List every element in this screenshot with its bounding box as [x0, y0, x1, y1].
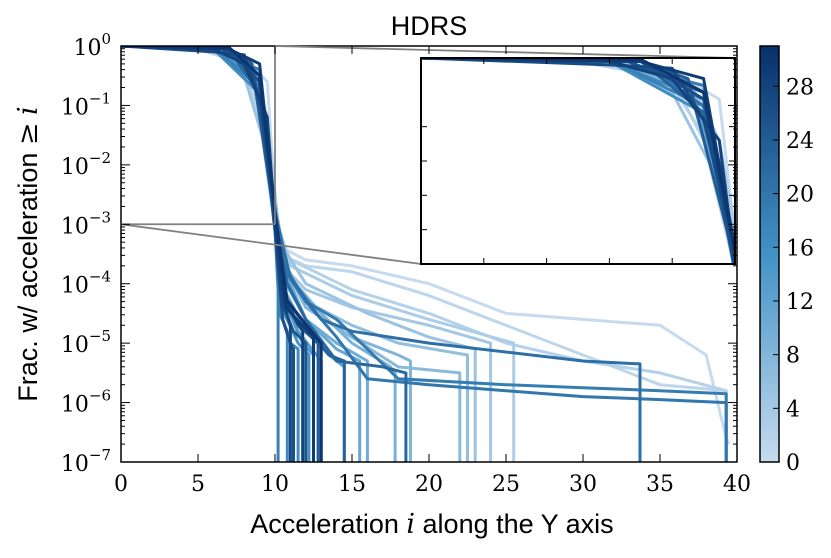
inset-ticks: [421, 58, 735, 264]
x-tick-label: 40: [723, 472, 751, 497]
x-tick-label: 15: [338, 472, 366, 497]
colorbar-tick-label: 24: [786, 129, 814, 154]
y-axis-ticks: 100 10−1 10−2 10−3 10−4 10−5 10−6 10−7: [61, 30, 737, 477]
colorbar-tick-label: 8: [786, 344, 800, 369]
y-tick-label: 10−3: [61, 208, 111, 239]
series-line-23: [121, 46, 346, 462]
x-axis-label: Acceleration i along the Y axis: [250, 509, 613, 540]
y-tick-label: 10−5: [61, 327, 111, 358]
y-axis-label-variable: i: [13, 106, 44, 115]
series-line-16: [121, 46, 300, 462]
x-axis-label-variable: i: [406, 509, 415, 540]
series-line-12: [121, 46, 346, 462]
y-axis-label-prefix: Frac. w/ acceleration: [13, 145, 43, 402]
x-tick-label: 35: [646, 472, 674, 497]
chart-title: HDRS: [391, 11, 468, 41]
x-axis-label-prefix: Acceleration: [250, 509, 406, 539]
colorbar-tick-label: 16: [786, 236, 814, 261]
y-tick-label: 10−4: [61, 268, 111, 299]
x-axis-label-suffix: along the Y axis: [415, 509, 614, 539]
inset-series-line-29: [421, 58, 735, 258]
inset-series-line-8: [421, 58, 735, 255]
colorbar: [759, 45, 780, 463]
y-axis-label: Frac. w/ acceleration ≥ i: [13, 106, 44, 401]
x-tick-label: 25: [492, 472, 520, 497]
colorbar-tick-label: 0: [786, 451, 800, 476]
y-tick-label: 10−6: [61, 387, 111, 418]
x-tick-label: 10: [261, 472, 289, 497]
inset-series-line-16: [421, 58, 735, 264]
y-tick-label: 10−7: [61, 446, 111, 477]
colorbar-tick-label: 28: [786, 75, 814, 100]
y-axis-label-relation: ≥: [13, 122, 44, 145]
zoom-connector-top: [274, 45, 736, 59]
x-tick-label: 30: [569, 472, 597, 497]
x-axis-ticks: 0 5 10 15 20 25 30 35 40: [114, 46, 751, 497]
colorbar-tick-label: 12: [786, 290, 814, 315]
series-line-10: [121, 46, 369, 462]
inset-series-line-30: [421, 58, 735, 257]
colorbar-ticks: 0 4 8 12 16 20 24 28: [773, 75, 814, 476]
zoom-connector-bottom: [120, 223, 422, 265]
y-tick-label: 100: [73, 30, 111, 61]
colorbar-tick-label: 4: [786, 397, 800, 422]
x-tick-label: 5: [191, 472, 205, 497]
y-tick-label: 10−1: [61, 89, 111, 120]
x-tick-label: 20: [415, 472, 443, 497]
series-line-11: [121, 46, 362, 462]
colorbar-tick-label: 20: [786, 183, 814, 208]
inset-series-line-23: [421, 58, 735, 264]
y-tick-label: 10−2: [61, 149, 111, 180]
x-tick-label: 0: [114, 472, 128, 497]
